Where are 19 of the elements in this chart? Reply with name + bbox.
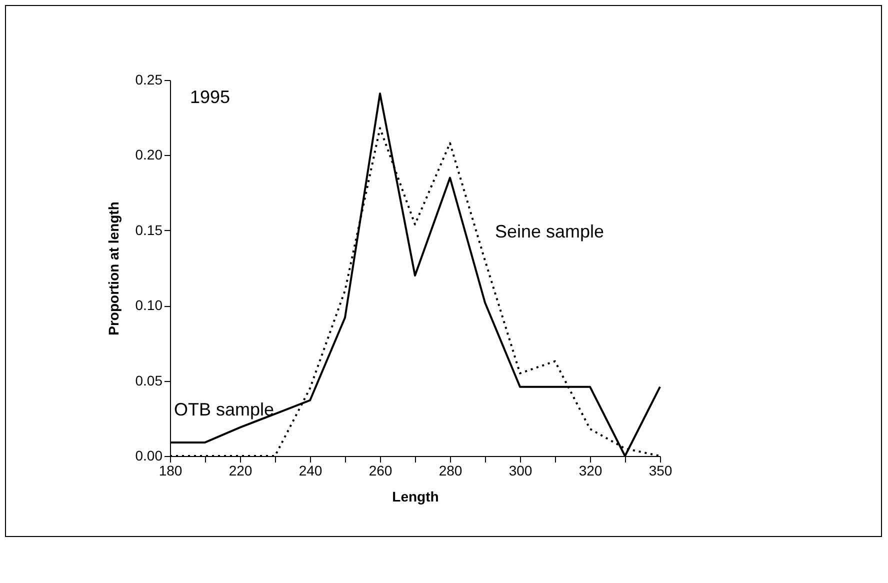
x-tick-label: 320: [578, 462, 602, 478]
x-tick-label: 350: [648, 462, 672, 478]
y-tick-label: 0.25: [135, 72, 163, 88]
y-axis-title: Proportion at length: [105, 202, 122, 336]
y-tick-label: 0.15: [135, 222, 163, 238]
x-tick-label: 240: [298, 462, 322, 478]
x-axis-title: Length: [392, 488, 439, 504]
y-tick-label: 0.00: [135, 448, 163, 464]
x-tick-label: 300: [508, 462, 532, 478]
x-tick-label: 260: [368, 462, 392, 478]
annotation: 1995: [190, 87, 230, 107]
y-tick-label: 0.05: [135, 372, 163, 388]
x-tick-label: 180: [158, 462, 182, 478]
y-tick-label: 0.10: [135, 297, 163, 314]
y-tick-label: 0.20: [135, 146, 163, 163]
series-label: OTB sample: [174, 399, 274, 420]
x-tick-label: 280: [438, 462, 462, 478]
series-label: Seine sample: [495, 221, 604, 242]
x-tick-label: 220: [228, 462, 252, 478]
